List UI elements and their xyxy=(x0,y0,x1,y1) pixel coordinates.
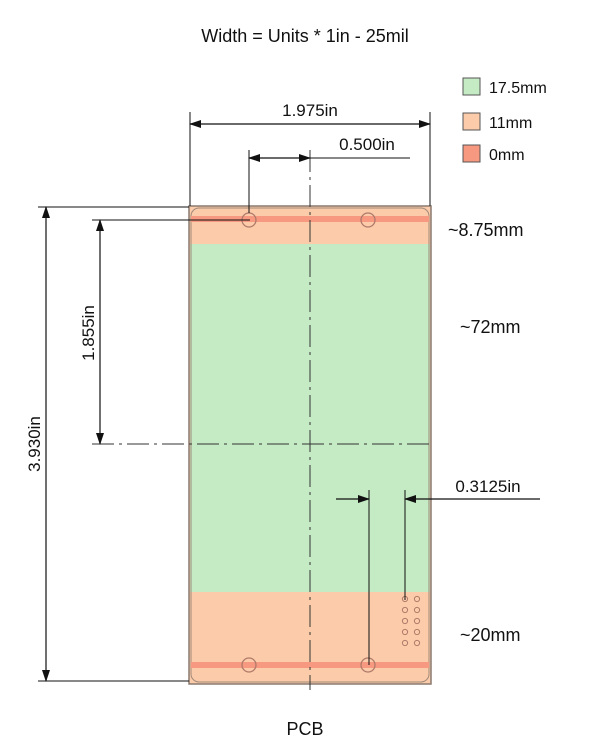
header-pin-grid xyxy=(401,595,421,647)
legend-swatch-red xyxy=(462,144,481,163)
mounting-hole-bottom-left xyxy=(241,657,257,673)
zone-red-bottom-strip xyxy=(191,662,429,668)
zone-label-top: ~8.75mm xyxy=(448,220,524,240)
legend: 17.5mm 11mm 0mm xyxy=(462,77,547,164)
legend-item-orange: 11mm xyxy=(462,112,532,132)
dim-overall-width: 1.975in xyxy=(189,101,431,206)
dim-header-offset: 0.3125in xyxy=(336,477,540,665)
legend-item-green: 17.5mm xyxy=(462,77,547,97)
dim-hole-offset: 0.500in xyxy=(248,135,410,213)
zone-label-middle: ~72mm xyxy=(460,317,521,337)
drawing-title: Width = Units * 1in - 25mil xyxy=(201,26,409,46)
dim-label-overall-height: 3.930in xyxy=(25,416,44,472)
dim-label-hole-offset: 0.500in xyxy=(339,135,395,154)
mounting-hole-top-right xyxy=(360,212,376,228)
legend-item-red: 0mm xyxy=(462,144,525,164)
dim-label-header-offset: 0.3125in xyxy=(455,477,520,496)
legend-swatch-green xyxy=(462,77,481,96)
dim-center-height: 1.855in xyxy=(79,219,250,445)
zone-label-bottom: ~20mm xyxy=(460,625,521,645)
dim-label-center-height: 1.855in xyxy=(79,305,98,361)
board-caption: PCB xyxy=(286,719,323,739)
zone-red-top-strip xyxy=(191,216,429,222)
mounting-hole-bottom-right xyxy=(360,657,376,673)
legend-label-red: 0mm xyxy=(489,147,525,164)
legend-label-orange: 11mm xyxy=(489,115,532,132)
dim-label-overall-width: 1.975in xyxy=(282,101,338,120)
legend-label-green: 17.5mm xyxy=(489,80,547,97)
center-lines xyxy=(92,150,434,690)
legend-swatch-orange xyxy=(462,112,481,131)
dim-overall-height: 3.930in xyxy=(25,206,189,682)
